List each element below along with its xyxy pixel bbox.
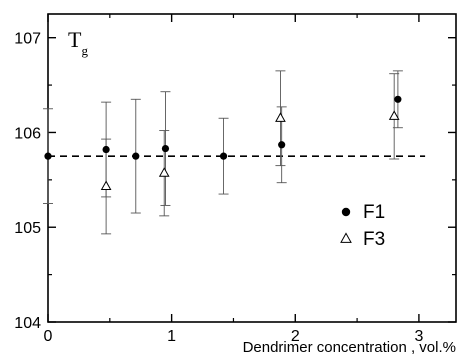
point-F3	[388, 110, 400, 120]
legend-marker-F3	[340, 232, 352, 243]
plot-symbol-label: Tg	[68, 27, 88, 58]
point-F3	[100, 180, 112, 191]
point-F3	[275, 112, 286, 122]
x-tick-label: 0	[44, 328, 53, 345]
point-F1	[394, 95, 402, 103]
point-F1	[132, 152, 140, 160]
x-tick-label: 3	[414, 328, 423, 345]
x-tick-label: 2	[291, 328, 300, 345]
point-F1	[44, 152, 52, 160]
legend-label-F1: F1	[363, 202, 385, 223]
y-tick-label: 107	[14, 31, 41, 48]
x-axis-title: Dendrimer concentration , vol.%	[243, 339, 456, 356]
y-tick-label: 104	[14, 315, 41, 332]
point-F1	[161, 144, 170, 153]
y-tick-label: 106	[14, 125, 41, 142]
x-tick-label: 1	[167, 328, 176, 345]
y-tick-label: 105	[14, 220, 41, 237]
axis-ticks-group: 0 1 2 3 104 105 106 107	[14, 14, 456, 345]
legend-label-F3: F3	[363, 229, 385, 250]
point-F3	[158, 167, 170, 177]
point-F1	[102, 145, 110, 154]
plot-symbol-subscript: g	[81, 43, 88, 58]
point-F1	[219, 152, 228, 160]
markers-group	[44, 95, 402, 191]
point-F1	[278, 141, 286, 149]
plot-frame	[47, 13, 457, 323]
legend-marker-F1	[341, 207, 351, 217]
